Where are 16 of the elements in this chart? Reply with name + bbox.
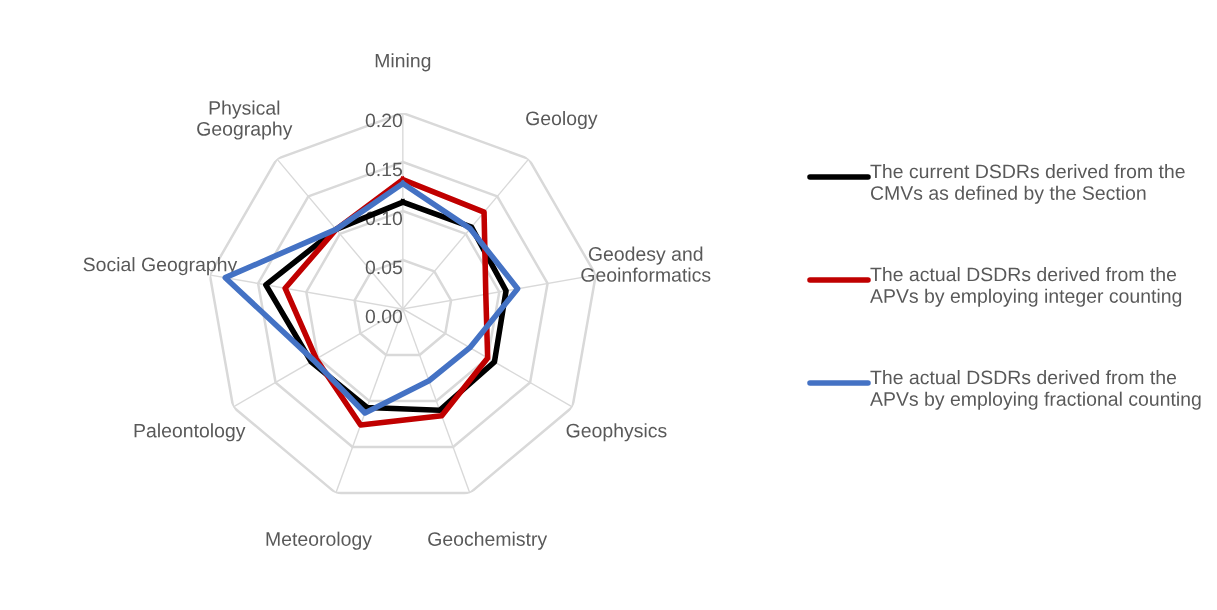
spoke-label: Geodesy and Geoinformatics xyxy=(581,246,711,282)
legend-label: The actual DSDRs derived from the APVs by employing integer counting xyxy=(870,267,1182,307)
legend-label: The actual DSDRs derived from the APVs by employing fractional counting xyxy=(870,370,1201,410)
y-tick-label: 0.00 xyxy=(365,309,403,324)
y-tick-label: 0.20 xyxy=(365,113,403,128)
spoke-label: Geology xyxy=(526,110,598,130)
spoke-label: Geochemistry xyxy=(428,531,548,550)
spoke-label: Meteorology xyxy=(266,531,372,550)
spoke-label: Mining xyxy=(375,53,431,72)
spoke-label: Geophysics xyxy=(566,423,667,442)
spoke-label: Paleontology xyxy=(134,423,246,442)
y-tick-label: 0.05 xyxy=(365,260,403,275)
spoke-label: Physical Geography xyxy=(197,100,293,140)
legend-label: The current DSDRs derived from the CMVs as defined by the Section xyxy=(870,164,1185,204)
y-tick-label: 0.15 xyxy=(365,162,403,177)
spoke-label: Social Geography xyxy=(83,257,238,276)
